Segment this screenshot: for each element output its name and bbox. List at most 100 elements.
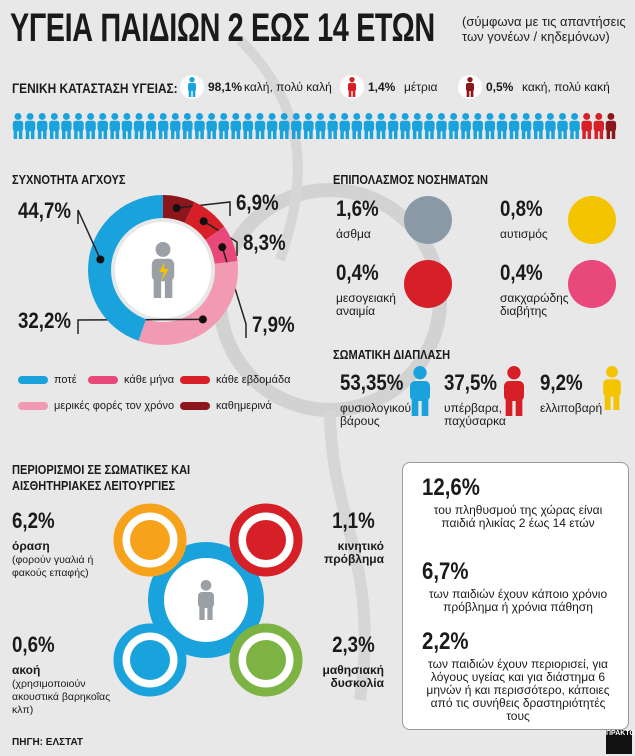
- person-body: [327, 120, 338, 132]
- status-text: καλή, πολύ καλή: [244, 80, 332, 94]
- person-body: [375, 120, 387, 132]
- person-leg: [449, 129, 453, 139]
- person-leg: [321, 129, 325, 139]
- person-body: [291, 120, 302, 132]
- person-leg: [195, 129, 199, 139]
- person-body: [410, 381, 430, 401]
- person-head: [147, 113, 155, 120]
- person-icon: [49, 113, 60, 139]
- limit-value: 6,2%: [12, 508, 55, 533]
- person-icon: [466, 77, 474, 97]
- person-leg: [514, 129, 519, 139]
- person-leg: [509, 129, 514, 139]
- person-leg: [291, 129, 296, 139]
- person-leg: [43, 129, 47, 139]
- person-leg: [539, 129, 543, 139]
- person-icon: [97, 113, 108, 139]
- person-leg: [37, 129, 42, 139]
- person-body: [121, 120, 133, 132]
- person-leg: [604, 393, 611, 410]
- person-body: [581, 120, 592, 132]
- person-icon: [327, 113, 338, 139]
- person-leg: [248, 129, 253, 139]
- person-leg: [176, 129, 180, 139]
- person-icon: [603, 366, 621, 410]
- person-icon: [557, 113, 568, 139]
- person-leg: [418, 129, 422, 139]
- leader-dot: [96, 255, 105, 264]
- person-body: [593, 120, 604, 132]
- person-icon: [315, 113, 326, 139]
- person-leg: [497, 129, 502, 139]
- logo: ΠΡΑΚΤΟΡΕΙΟ: [606, 730, 635, 754]
- legend-swatch: [180, 376, 210, 384]
- person-icon: [569, 113, 580, 139]
- person-head: [413, 113, 421, 120]
- person-head: [534, 113, 542, 120]
- person-head: [171, 113, 179, 120]
- person-leg: [430, 129, 434, 139]
- person-icon: [182, 113, 193, 139]
- person-head: [26, 113, 34, 120]
- person-leg: [170, 129, 175, 139]
- person-leg: [461, 129, 465, 139]
- person-icon: [218, 113, 229, 139]
- person-icon: [533, 113, 544, 139]
- person-leg: [153, 277, 162, 298]
- person-leg: [376, 129, 381, 139]
- limit-icon-inner: [130, 640, 170, 680]
- person-leg: [412, 129, 417, 139]
- person-leg: [207, 129, 211, 139]
- limit-value: 0,6%: [12, 632, 55, 657]
- limit-note: (χρησιμοποιούν ακουστικά βαρηκοΐας κλπ): [12, 678, 111, 716]
- legend-swatch: [88, 376, 118, 384]
- legend-label: ποτέ: [54, 374, 77, 386]
- person-head: [425, 113, 433, 120]
- person-icon: [279, 113, 290, 139]
- person-body: [603, 379, 621, 397]
- person-head: [462, 113, 470, 120]
- limit-note: (φορούν γυαλιά ή φακούς επαφής): [12, 554, 94, 579]
- person-leg: [515, 397, 523, 416]
- leader-line: [203, 220, 238, 256]
- person-head: [189, 77, 195, 83]
- person-icon: [351, 113, 362, 139]
- donut-value-label: 32,2%: [18, 308, 72, 333]
- person-leg: [86, 129, 90, 139]
- person-head: [183, 113, 191, 120]
- disease-icon: [404, 260, 452, 308]
- person-leg: [255, 129, 260, 139]
- disease-label: άσθμα: [336, 227, 371, 241]
- section-title: ΣΥΧΝΟΤΗΤΑ ΑΓΧΟΥΣ: [12, 172, 126, 187]
- person-head: [467, 77, 473, 83]
- section-title: ΠΕΡΙΟΡΙΣΜΟΙ ΣΕ ΣΩΜΑΤΙΚΕΣ ΚΑΙ ΑΙΣΘΗΤΗΡΙΑΚ…: [12, 462, 191, 493]
- status-value: 0,5%: [486, 80, 514, 94]
- person-leg: [231, 129, 235, 139]
- donut-value-label: 6,9%: [236, 190, 279, 215]
- person-leg: [122, 129, 127, 139]
- person-icon: [266, 113, 278, 139]
- person-leg: [192, 89, 196, 97]
- person-body: [400, 120, 411, 132]
- person-leg: [352, 129, 356, 139]
- person-icon: [363, 113, 375, 139]
- person-head: [292, 113, 300, 120]
- person-body: [254, 120, 266, 132]
- person-head: [111, 113, 119, 120]
- person-body: [218, 120, 229, 132]
- person-icon: [194, 113, 205, 139]
- legend-label: κάθε εβδομάδα: [216, 374, 291, 386]
- person-leg: [115, 129, 120, 139]
- person-icon: [73, 113, 84, 139]
- person-leg: [188, 89, 192, 97]
- person-leg: [381, 129, 386, 139]
- person-body: [315, 120, 326, 132]
- body-label: υπέρβαρα, παχύσαρκα: [444, 401, 506, 428]
- person-leg: [55, 129, 59, 139]
- person-icon: [387, 113, 399, 139]
- legend-swatch: [18, 402, 48, 410]
- person-head: [341, 113, 349, 120]
- person-leg: [546, 129, 550, 139]
- donut-value-label: 44,7%: [18, 198, 72, 223]
